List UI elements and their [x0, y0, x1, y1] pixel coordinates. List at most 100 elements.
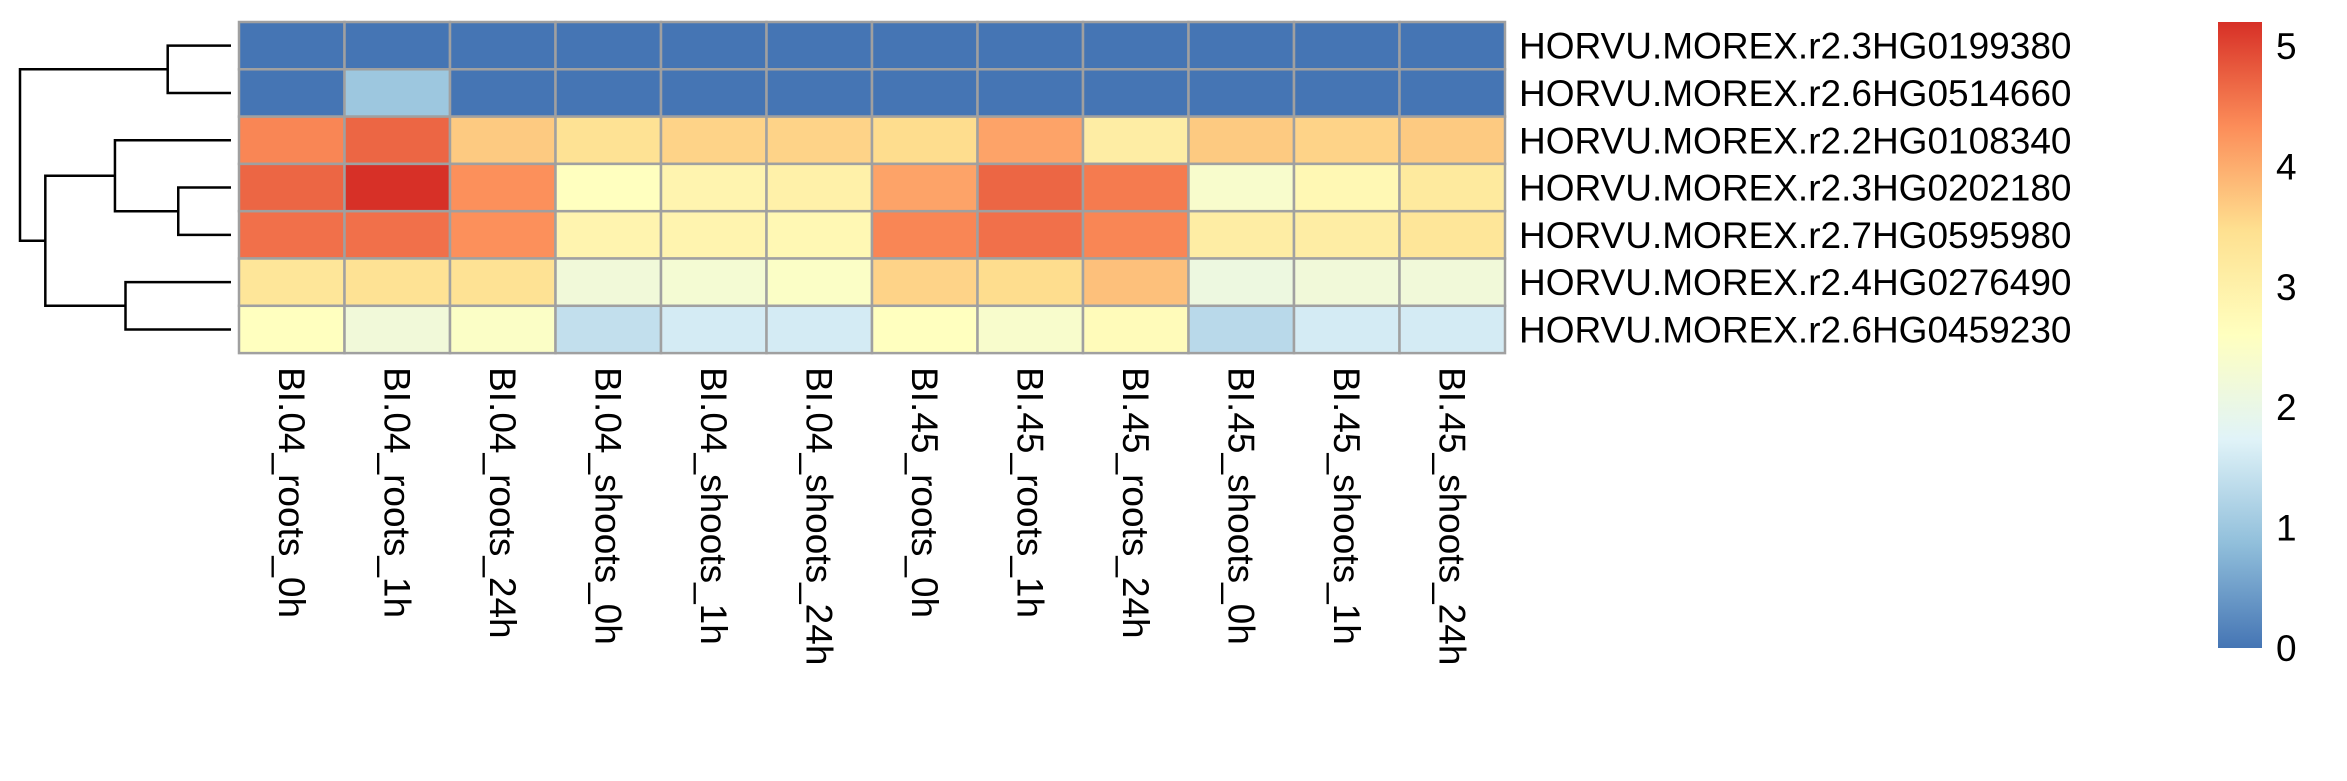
color-legend-ticks: 0 1 2 3 4 5: [2276, 26, 2297, 669]
heatmap-cell: [765, 115, 874, 166]
heatmap-cell: [554, 257, 663, 308]
heatmap-cell: [1292, 162, 1401, 213]
heatmap-cell: [237, 20, 346, 71]
dendrogram-branch: [177, 186, 231, 237]
heatmap-cell: [1187, 68, 1296, 118]
heatmap-cell: [659, 257, 768, 308]
heatmap-cell: [1187, 20, 1296, 71]
heatmap-cell: [343, 257, 452, 308]
heatmap-cell: [1081, 162, 1190, 213]
color-legend: 0 1 2 3 4 5: [2218, 22, 2297, 669]
row-labels: HORVU.MOREX.r2.3HG0199380 HORVU.MOREX.r2.…: [1519, 26, 2072, 351]
heatmap-cell: [659, 115, 768, 166]
heatmap-cell: [870, 209, 979, 260]
row-label: HORVU.MOREX.r2.3HG0199380: [1519, 26, 2072, 67]
column-label: BI.04_shoots_24h: [798, 367, 839, 665]
heatmap-cell: [554, 115, 663, 166]
heatmap-cell: [870, 20, 979, 71]
column-label: BI.45_roots_1h: [1009, 367, 1050, 618]
heatmap-cell: [343, 115, 452, 166]
dendrogram-branch: [166, 44, 231, 95]
heatmap-cell: [1081, 209, 1190, 260]
column-label: BI.45_shoots_1h: [1326, 367, 1367, 645]
column-label: BI.04_roots_1h: [376, 367, 417, 618]
heatmap-cell: [870, 162, 979, 213]
heatmap-cell: [1292, 209, 1401, 260]
heatmap-cell: [1398, 304, 1507, 355]
column-label: BI.45_shoots_24h: [1431, 367, 1472, 665]
heatmap-cell: [1398, 20, 1507, 71]
heatmap-cell: [448, 257, 557, 308]
heatmap-cell: [765, 257, 874, 308]
heatmap-cell: [976, 162, 1085, 213]
heatmap-cell: [870, 304, 979, 355]
column-label: BI.04_shoots_1h: [693, 367, 734, 645]
heatmap-cell: [1398, 257, 1507, 308]
heatmap-cell: [448, 68, 557, 118]
heatmap-cell: [1081, 304, 1190, 355]
column-label: BI.45_roots_0h: [904, 367, 945, 618]
heatmap-cell: [1292, 20, 1401, 71]
row-dendrogram: [18, 44, 231, 331]
column-label: BI.04_shoots_0h: [587, 367, 628, 645]
heatmap-cell: [448, 304, 557, 355]
heatmap-cell: [554, 162, 663, 213]
heatmap-cell: [237, 257, 346, 308]
dendrogram-branch: [44, 174, 126, 308]
heatmap-cell: [1081, 68, 1190, 118]
heatmap-cell: [976, 209, 1085, 260]
heatmap-cell: [765, 68, 874, 118]
heatmap-cell: [554, 68, 663, 118]
heatmap-cell: [976, 257, 1085, 308]
heatmap-cell: [1081, 257, 1190, 308]
column-labels: BI.04_roots_0h BI.04_roots_1h BI.04_roots_…: [271, 367, 1473, 665]
heatmap-cell: [659, 20, 768, 71]
legend-tick-label: 1: [2276, 508, 2297, 549]
legend-tick-label: 4: [2276, 146, 2297, 187]
heatmap-cell: [765, 20, 874, 71]
dendrogram-branch: [113, 139, 231, 213]
heatmap-cell: [1398, 68, 1507, 118]
heatmap-cell: [554, 209, 663, 260]
row-label: HORVU.MOREX.r2.4HG0276490: [1519, 262, 2072, 303]
heatmap-cell: [1398, 162, 1507, 213]
heatmap-cell: [1081, 20, 1190, 71]
column-label: BI.04_roots_0h: [271, 367, 312, 618]
heatmap-cell: [237, 162, 346, 213]
heatmap-cell: [659, 304, 768, 355]
row-label: HORVU.MOREX.r2.2HG0108340: [1519, 120, 2072, 161]
heatmap-cell: [343, 162, 452, 213]
column-label: BI.45_shoots_0h: [1220, 367, 1261, 645]
row-label: HORVU.MOREX.r2.6HG0459230: [1519, 309, 2072, 350]
heatmap-cell: [1187, 162, 1296, 213]
heatmap-cell: [765, 209, 874, 260]
row-label: HORVU.MOREX.r2.3HG0202180: [1519, 168, 2072, 209]
heatmap-cell: [554, 20, 663, 71]
legend-tick-label: 3: [2276, 267, 2297, 308]
heatmap-cells: [237, 20, 1507, 355]
heatmap-cell: [343, 209, 452, 260]
row-label: HORVU.MOREX.r2.7HG0595980: [1519, 215, 2072, 256]
heatmap-cell: [1398, 209, 1507, 260]
heatmap-cell: [659, 209, 768, 260]
heatmap-cell: [976, 20, 1085, 71]
heatmap-cell: [870, 257, 979, 308]
heatmap-cell: [448, 115, 557, 166]
color-legend-bar: [2218, 22, 2262, 648]
heatmap-cell: [976, 304, 1085, 355]
heatmap-cell: [870, 68, 979, 118]
legend-tick-label: 5: [2276, 26, 2297, 67]
heatmap-cell: [870, 115, 979, 166]
heatmap-cell: [448, 162, 557, 213]
heatmap-cell: [765, 304, 874, 355]
heatmap-cell: [448, 20, 557, 71]
heatmap-cell: [976, 115, 1085, 166]
row-label: HORVU.MOREX.r2.6HG0514660: [1519, 73, 2072, 114]
heatmap-cell: [1292, 304, 1401, 355]
heatmap-cell: [237, 115, 346, 166]
heatmap-cell: [1081, 115, 1190, 166]
heatmap-cell: [1187, 115, 1296, 166]
heatmap-cell: [976, 68, 1085, 118]
column-label: BI.04_roots_24h: [482, 367, 523, 639]
